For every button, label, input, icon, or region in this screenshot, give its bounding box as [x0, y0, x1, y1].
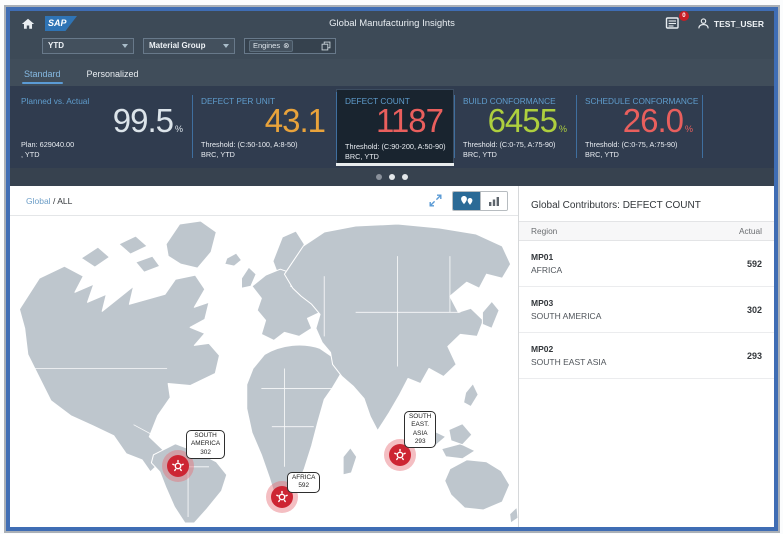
kpi-tile-build-conformance[interactable]: BUILD CONFORMANCE 6455% Threshold: (C:0-… [454, 92, 576, 164]
shell-header: SAP Global Manufacturing Insights 0 [10, 11, 774, 36]
kpi-subtext: Threshold: (C:50-100, A:8-50)BRC, YTD [201, 140, 327, 160]
engines-token-input[interactable]: Engines ⊗ [244, 38, 336, 54]
row-actual: 592 [747, 259, 762, 269]
map-pins-icon [459, 195, 475, 207]
breadcrumb-global-link[interactable]: Global [26, 196, 51, 206]
contributors-title: Global Contributors: DEFECT COUNT [519, 186, 774, 221]
chevron-down-icon [122, 44, 128, 48]
period-select-value: YTD [48, 41, 64, 50]
kpi-value: 99.5 [113, 104, 173, 139]
map-label-africa: AFRICA 592 [287, 472, 320, 493]
breadcrumb-current: ALL [57, 196, 72, 206]
breadcrumb: Global / ALL [26, 196, 72, 206]
map-label-south-america: SOUTH AMERICA 302 [186, 430, 225, 459]
kpi-strip: Planned vs. Actual 99.5% Plan: 629040.00… [10, 86, 774, 168]
contributors-panel: Global Contributors: DEFECT COUNT Region… [518, 186, 774, 527]
material-group-value: Material Group [149, 41, 205, 50]
chart-view-button[interactable] [480, 192, 507, 210]
content-area: Global / ALL [10, 186, 774, 527]
map-label-south-east-asia: SOUTH EAST. ASIA 293 [404, 411, 436, 448]
map-chart-toggle [452, 191, 508, 211]
table-row[interactable]: MP03 SOUTH AMERICA 302 [519, 287, 774, 333]
view-tabbar: Standard Personalized [10, 59, 774, 86]
row-code: MP02 [531, 344, 606, 354]
kpi-value: 1187 [376, 104, 443, 139]
map-view-button[interactable] [453, 192, 480, 210]
world-map[interactable]: SOUTH AMERICA 302 [10, 216, 518, 527]
engines-token[interactable]: Engines ⊗ [249, 40, 293, 52]
kpi-tile-planned-vs-actual[interactable]: Planned vs. Actual 99.5% Plan: 629040.00… [12, 92, 192, 164]
person-icon [697, 17, 710, 30]
expand-icon [429, 194, 442, 207]
token-label: Engines [253, 41, 280, 50]
value-help-button[interactable] [321, 41, 331, 51]
tab-standard[interactable]: Standard [24, 69, 61, 86]
token-remove-icon[interactable]: ⊗ [283, 41, 289, 50]
column-header-region: Region [531, 226, 557, 236]
username-label: TEST_USER [714, 19, 764, 29]
kpi-subtext: Threshold: (C:90-200, A:50-90)BRC, YTD [345, 142, 445, 162]
map-panel: Global / ALL [10, 186, 518, 527]
kpi-tile-defect-per-unit[interactable]: DEFECT PER UNIT 43.1 Threshold: (C:50-10… [192, 92, 336, 164]
contributors-table-header: Region Actual [519, 221, 774, 241]
kpi-carousel-pager [10, 168, 774, 186]
column-header-actual: Actual [739, 226, 762, 236]
kpi-subtext: Threshold: (C:0-75, A:75-90)BRC, YTD [585, 140, 693, 160]
defect-marker-icon [167, 455, 189, 477]
kpi-value: 26.0 [623, 104, 683, 139]
row-code: MP03 [531, 298, 601, 308]
tile-divider [702, 92, 704, 164]
notification-count-badge: 0 [679, 11, 689, 21]
row-region: SOUTH EAST ASIA [531, 357, 606, 367]
kpi-unit: % [175, 124, 183, 134]
kpi-tile-defect-count[interactable]: DEFECT COUNT 1187 Threshold: (C:90-200, … [336, 89, 454, 166]
page-title: Global Manufacturing Insights [10, 18, 774, 29]
row-region: SOUTH AMERICA [531, 311, 601, 321]
material-group-select[interactable]: Material Group [143, 38, 235, 54]
header-actions: 0 TEST_USER [665, 16, 764, 31]
app-window: SAP Global Manufacturing Insights 0 [6, 7, 778, 531]
kpi-subtext: Plan: 629040.00, YTD [21, 140, 183, 160]
period-select[interactable]: YTD [42, 38, 134, 54]
chevron-down-icon [223, 44, 229, 48]
kpi-tile-schedule-conformance[interactable]: SCHEDULE CONFORMANCE 26.0% Threshold: (C… [576, 92, 702, 164]
notifications-button[interactable]: 0 [665, 16, 683, 31]
carousel-dot-3[interactable] [402, 174, 408, 180]
user-menu[interactable]: TEST_USER [697, 17, 764, 30]
map-toolbar: Global / ALL [10, 186, 518, 216]
row-code: MP01 [531, 252, 562, 262]
bar-chart-icon [487, 195, 501, 207]
table-row[interactable]: MP02 SOUTH EAST ASIA 293 [519, 333, 774, 379]
carousel-dot-2[interactable] [389, 174, 395, 180]
expand-button[interactable] [429, 194, 442, 207]
tab-personalized[interactable]: Personalized [87, 69, 139, 86]
world-map-svg [10, 216, 518, 527]
kpi-subtext: Threshold: (C:0-75, A:75-90)BRC, YTD [463, 140, 567, 160]
row-actual: 302 [747, 305, 762, 315]
row-region: AFRICA [531, 265, 562, 275]
table-row[interactable]: MP01 AFRICA 592 [519, 241, 774, 287]
row-actual: 293 [747, 351, 762, 361]
filter-bar: YTD Material Group Engines ⊗ [10, 36, 774, 59]
screenshot-stage: SAP Global Manufacturing Insights 0 [0, 0, 783, 534]
kpi-value: 43.1 [265, 104, 325, 139]
kpi-value: 6455 [488, 104, 557, 139]
carousel-dot-1[interactable] [376, 174, 382, 180]
